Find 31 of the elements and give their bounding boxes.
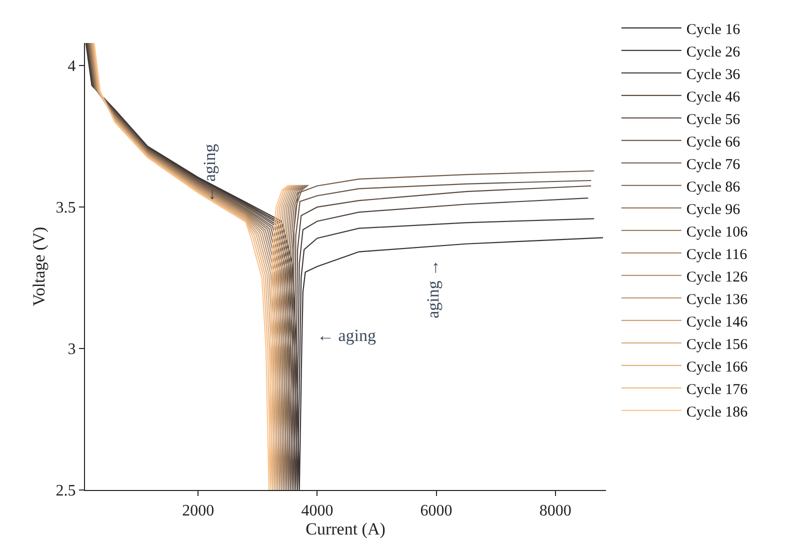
y-tick-label: 4 xyxy=(68,58,76,76)
x-tick-label: 2000 xyxy=(182,502,214,520)
legend-label: Cycle 146 xyxy=(686,314,748,330)
x-tick-label: 6000 xyxy=(420,502,452,520)
x-tick-label: 8000 xyxy=(539,502,572,520)
x-tick-label: 4000 xyxy=(301,502,334,520)
annotation: ← aging xyxy=(200,143,220,203)
legend-label: Cycle 76 xyxy=(686,156,741,173)
legend-label: Cycle 126 xyxy=(686,269,748,286)
y-axis-title: Voltage (V) xyxy=(29,226,48,306)
y-tick-label: 2.5 xyxy=(56,482,76,500)
legend-label: Cycle 166 xyxy=(686,359,748,376)
legend-label: Cycle 186 xyxy=(686,404,748,420)
legend-label: Cycle 66 xyxy=(686,134,741,150)
x-axis-title: Current (A) xyxy=(306,520,386,539)
legend-label: Cycle 36 xyxy=(686,66,741,83)
annotation: ← aging xyxy=(317,326,377,345)
legend-label: Cycle 96 xyxy=(686,202,741,218)
legend-label: Cycle 176 xyxy=(686,382,748,398)
legend-label: Cycle 26 xyxy=(686,44,741,60)
annotation: aging → xyxy=(424,259,443,318)
legend-label: Cycle 106 xyxy=(686,224,748,240)
legend-label: Cycle 116 xyxy=(686,246,748,263)
legend-label: Cycle 86 xyxy=(686,179,741,196)
legend-label: Cycle 156 xyxy=(686,336,748,353)
y-tick-label: 3 xyxy=(68,341,76,358)
legend-label: Cycle 56 xyxy=(686,112,741,128)
legend-label: Cycle 46 xyxy=(686,89,741,106)
y-tick-label: 3.5 xyxy=(56,200,76,217)
legend-label: Cycle 16 xyxy=(686,22,741,38)
legend-label: Cycle 136 xyxy=(686,292,748,308)
